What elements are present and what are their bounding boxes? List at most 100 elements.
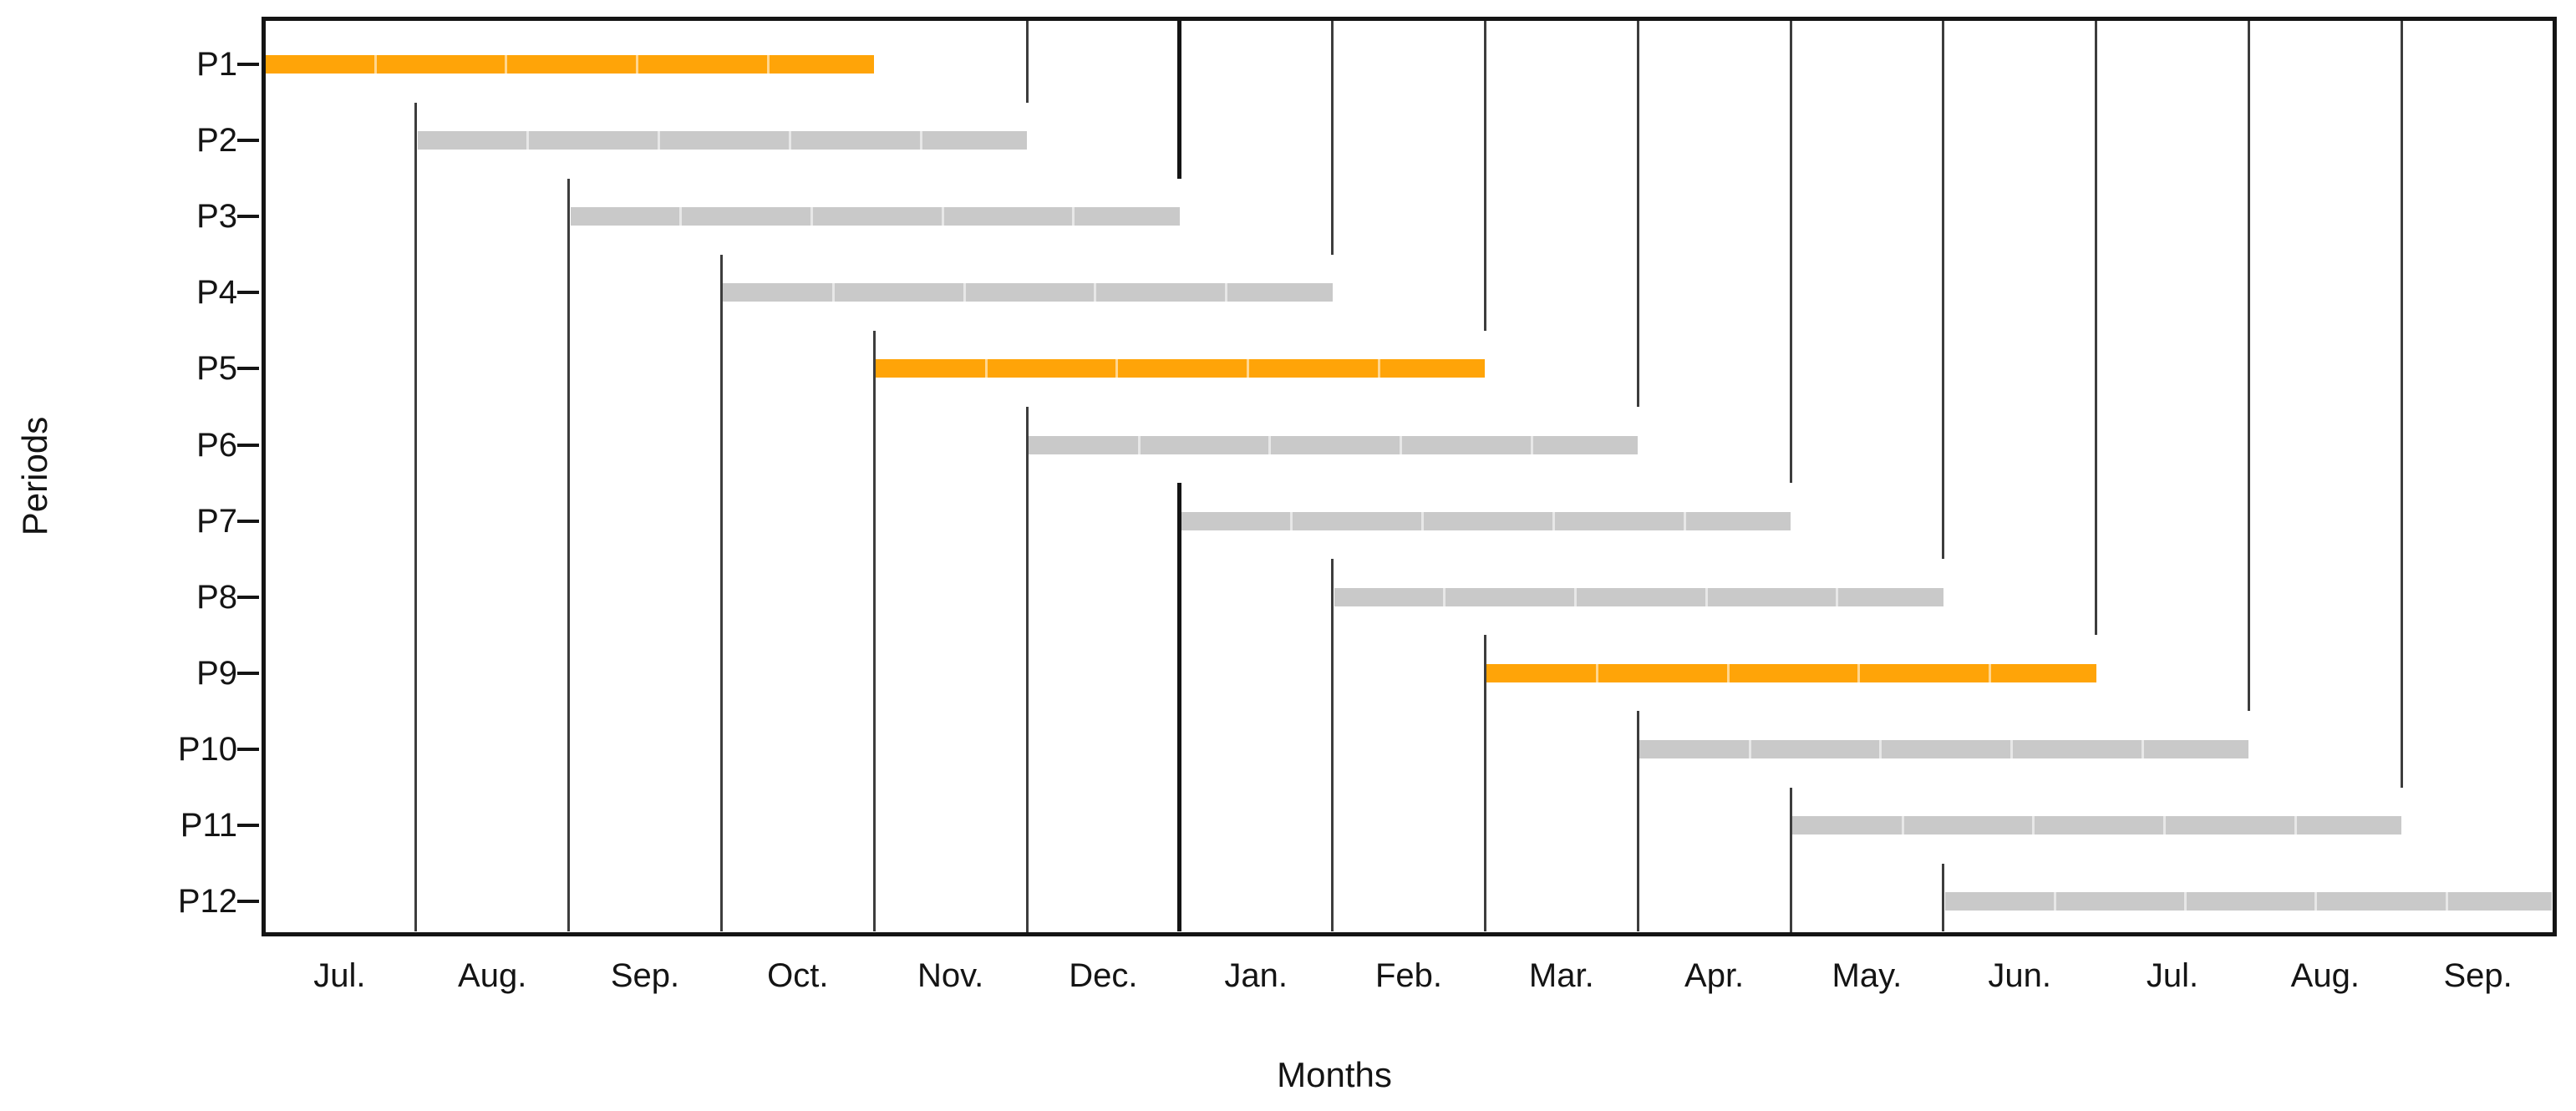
period-end-marker-P4	[1331, 20, 1334, 255]
bar-segment-divider	[1443, 587, 1446, 606]
bar-segment-divider	[766, 55, 770, 74]
bar-segment-divider	[1595, 663, 1598, 682]
bar-segment-divider	[1726, 663, 1730, 682]
x-tick-label-3-sep: Sep.	[610, 957, 680, 994]
x-tick-label-12-jun: Jun.	[1988, 957, 2051, 994]
x-tick-label-4-oct: Oct.	[767, 957, 829, 994]
period-end-marker-P6	[1636, 20, 1639, 407]
x-tick-label-14-aug: Aug.	[2290, 957, 2360, 994]
row-label-P7: P7	[196, 502, 237, 540]
bar-segment-divider	[2445, 892, 2448, 911]
bar-segment-divider	[1094, 283, 1097, 302]
bar-segment-divider	[1683, 511, 1686, 530]
period-bar-P12	[1944, 892, 2553, 911]
x-axis-title: Months	[1277, 1055, 1392, 1094]
period-bar-P5	[876, 359, 1486, 378]
bar-segment-divider	[1705, 587, 1708, 606]
period-end-marker-P5	[1483, 20, 1486, 331]
bar-segment-divider	[2163, 816, 2167, 835]
bar-segment-divider	[636, 55, 639, 74]
period-start-marker-P2	[414, 102, 418, 932]
period-start-marker-P9	[1483, 635, 1486, 932]
period-start-marker-P3	[567, 178, 571, 932]
x-tick-label-5-nov: Nov.	[917, 957, 984, 994]
bar-segment-divider	[679, 207, 683, 226]
bar-segment-divider	[2142, 739, 2145, 758]
row-label-P11: P11	[180, 807, 237, 844]
bar-segment-divider	[2010, 739, 2014, 758]
y-tick-P10	[236, 747, 259, 751]
bar-segment-divider	[919, 131, 922, 150]
y-tick-P4	[236, 291, 259, 295]
period-end-marker-P8	[1942, 20, 1945, 560]
x-tick-label-7-jan: Jan.	[1224, 957, 1288, 994]
period-bar-P7	[1181, 511, 1791, 530]
bar-segment-divider	[2294, 816, 2297, 835]
x-tick-label-2-aug: Aug.	[458, 957, 527, 994]
period-bar-P10	[1639, 739, 2249, 758]
period-end-marker-P7	[1789, 20, 1792, 484]
bar-segment-divider	[1290, 511, 1293, 530]
y-tick-P2	[236, 139, 259, 143]
row-label-P4: P4	[196, 274, 237, 312]
period-start-marker-P7	[1177, 483, 1182, 932]
bar-segment-divider	[1857, 663, 1861, 682]
bar-segment-divider	[1901, 816, 1904, 835]
bar-segment-divider	[1530, 435, 1533, 454]
y-tick-P9	[236, 671, 259, 675]
bar-segment-divider	[1268, 435, 1272, 454]
bar-segment-divider	[1247, 359, 1250, 378]
period-start-marker-P12	[1942, 863, 1945, 932]
period-end-marker-P9	[2095, 20, 2098, 636]
row-label-P3: P3	[196, 198, 237, 236]
period-bar-P8	[1334, 587, 1943, 606]
y-tick-P6	[236, 443, 259, 447]
bar-segment-divider	[1836, 587, 1839, 606]
bar-segment-divider	[1137, 435, 1141, 454]
x-tick-label-11-may: May.	[1832, 957, 1903, 994]
period-end-marker-P11	[2400, 20, 2403, 788]
bar-segment-divider	[658, 131, 661, 150]
row-label-P12: P12	[177, 883, 237, 921]
period-end-marker-P2	[1025, 20, 1029, 103]
x-tick-label-6-dec: Dec.	[1069, 957, 1138, 994]
period-bar-P11	[1792, 816, 2402, 835]
y-axis-title: Periods	[15, 416, 54, 536]
bar-segment-divider	[1879, 739, 1882, 758]
bar-segment-divider	[1115, 359, 1119, 378]
bar-segment-divider	[2184, 892, 2187, 911]
y-tick-P7	[236, 519, 259, 523]
row-label-P10: P10	[177, 730, 237, 768]
bar-segment-divider	[941, 207, 944, 226]
x-tick-label-15-sep: Sep.	[2443, 957, 2512, 994]
bar-segment-divider	[2053, 892, 2056, 911]
x-tick-label-9-mar: Mar.	[1528, 957, 1594, 994]
row-label-P5: P5	[196, 350, 237, 388]
y-tick-P5	[236, 367, 259, 371]
period-start-marker-P10	[1636, 711, 1639, 932]
bar-segment-divider	[505, 55, 508, 74]
y-tick-P1	[236, 63, 259, 66]
row-label-P6: P6	[196, 426, 237, 464]
period-end-marker-P10	[2247, 20, 2250, 712]
period-start-marker-P6	[1025, 407, 1029, 932]
plot-frame	[261, 16, 2557, 936]
bar-segment-divider	[2032, 816, 2035, 835]
period-start-marker-P11	[1789, 787, 1792, 932]
bar-segment-divider	[1573, 587, 1577, 606]
bar-segment-divider	[1989, 663, 1992, 682]
bar-segment-divider	[1400, 435, 1403, 454]
row-label-P2: P2	[196, 122, 237, 160]
x-tick-label-13-jul: Jul.	[2146, 957, 2199, 994]
period-start-marker-P8	[1331, 559, 1334, 932]
bar-segment-divider	[526, 131, 530, 150]
bar-segment-divider	[373, 55, 377, 74]
bar-segment-divider	[788, 131, 791, 150]
bar-segment-divider	[1421, 511, 1425, 530]
bar-segment-divider	[1552, 511, 1555, 530]
y-tick-P8	[236, 595, 259, 599]
bar-segment-divider	[1225, 283, 1228, 302]
y-tick-P12	[236, 900, 259, 904]
bar-segment-divider	[984, 359, 988, 378]
